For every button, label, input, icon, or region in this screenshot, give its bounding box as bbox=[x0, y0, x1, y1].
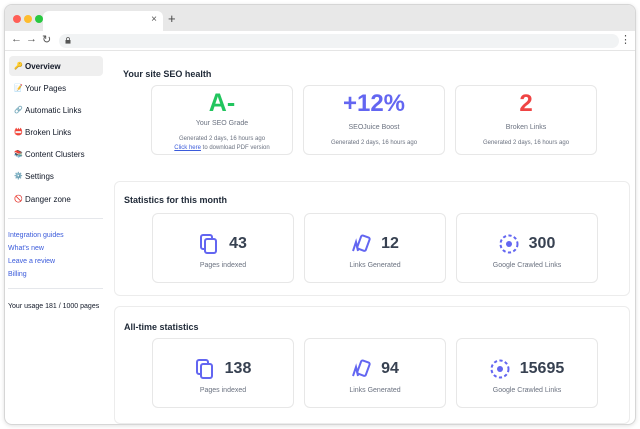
pages-indexed-value: 138 bbox=[224, 360, 252, 377]
tab-close-icon[interactable]: × bbox=[151, 14, 157, 25]
sidebar-item-your-pages[interactable]: 📝 Your Pages bbox=[9, 78, 103, 98]
new-tab-icon[interactable]: + bbox=[168, 11, 176, 26]
alltime-stats-section: All-time statistics 138 Pages indexed bbox=[114, 306, 630, 424]
crawled-links-value: 15695 bbox=[519, 360, 565, 377]
crawled-links-value: 300 bbox=[528, 235, 556, 252]
seo-health-section: Your site SEO health A- Your SEO Grade G… bbox=[114, 60, 630, 164]
browser-toolbar: ← → ↻ ⋮ bbox=[5, 31, 635, 51]
leave-review-link[interactable]: Leave a review bbox=[8, 258, 56, 265]
links-generated-label: Links Generated bbox=[349, 387, 401, 394]
sidebar-divider bbox=[8, 218, 103, 219]
sidebar-item-broken-links[interactable]: 📛 Broken Links bbox=[9, 122, 103, 142]
seo-grade-value: A- bbox=[208, 89, 236, 117]
pdf-download-line: Click here to download PDF version bbox=[152, 144, 292, 153]
sidebar-item-label: Overview bbox=[25, 61, 61, 71]
boost-label: SEOJuice Boost bbox=[348, 124, 400, 131]
browser-menu-icon[interactable]: ⋮ bbox=[620, 34, 631, 46]
memo-icon: 📝 bbox=[14, 85, 23, 92]
stat-card-crawl: 15695 Google Crawled Links bbox=[456, 338, 598, 408]
broken-links-label: Broken Links bbox=[505, 124, 547, 131]
broken-links-value: 2 bbox=[519, 90, 533, 117]
crawled-links-label: Google Crawled Links bbox=[492, 387, 562, 394]
gear-icon: ⚙️ bbox=[14, 173, 23, 180]
stat-card-pages: 43 Pages indexed bbox=[152, 213, 294, 283]
back-icon[interactable]: ← bbox=[11, 33, 22, 45]
sidebar-item-label: Settings bbox=[25, 171, 54, 181]
sidebar-item-label: Danger zone bbox=[25, 194, 71, 204]
sidebar-item-label: Content Clusters bbox=[25, 149, 85, 159]
tab-bar: × + bbox=[5, 5, 635, 31]
sidebar: 🔑 Overview 📝 Your Pages 🔗 Automatic Link… bbox=[5, 52, 105, 424]
pages-icon bbox=[200, 234, 218, 254]
boost-value: +12% bbox=[342, 90, 406, 117]
stat-card-links: 12 Links Generated bbox=[304, 213, 446, 283]
lock-icon bbox=[65, 37, 71, 44]
links-icon bbox=[352, 234, 371, 252]
seo-grade-card: A- Your SEO Grade Generated 2 days, 16 h… bbox=[151, 85, 293, 155]
sidebar-item-danger-zone[interactable]: 🚫 Danger zone bbox=[9, 189, 103, 209]
pages-indexed-label: Pages indexed bbox=[199, 262, 247, 269]
maximize-window-button[interactable] bbox=[35, 15, 43, 23]
links-generated-label: Links Generated bbox=[349, 262, 401, 269]
reload-icon[interactable]: ↻ bbox=[42, 34, 52, 46]
crawled-links-label: Google Crawled Links bbox=[492, 262, 562, 269]
key-icon: 🔑 bbox=[14, 63, 23, 70]
sidebar-item-label: Automatic Links bbox=[25, 105, 82, 115]
links-generated-value: 12 bbox=[381, 235, 399, 252]
broken-links-card: 2 Broken Links Generated 2 days, 16 hour… bbox=[455, 85, 597, 155]
generated-timestamp: Generated 2 days, 16 hours ago bbox=[178, 136, 266, 142]
links-icon bbox=[352, 359, 371, 377]
billing-link[interactable]: Billing bbox=[8, 271, 27, 278]
browser-tab[interactable]: × bbox=[43, 11, 163, 31]
link-icon: 🔗 bbox=[14, 107, 23, 114]
sidebar-divider bbox=[8, 288, 103, 289]
stat-card-links: 94 Links Generated bbox=[304, 338, 446, 408]
generated-timestamp: Generated 2 days, 16 hours ago bbox=[330, 140, 418, 146]
seo-grade-label: Your SEO Grade bbox=[195, 120, 249, 127]
minimize-window-button[interactable] bbox=[24, 15, 32, 23]
prohibited-icon: 🚫 bbox=[14, 196, 23, 203]
sidebar-item-overview[interactable]: 🔑 Overview bbox=[9, 56, 103, 76]
close-window-button[interactable] bbox=[13, 15, 21, 23]
address-bar[interactable] bbox=[59, 34, 619, 48]
sidebar-item-content-clusters[interactable]: 📚 Content Clusters bbox=[9, 144, 103, 164]
generated-timestamp: Generated 2 days, 16 hours ago bbox=[482, 140, 570, 146]
browser-window: × + ← → ↻ ⋮ 🔑 Overview 📝 Your Pages 🔗 Au… bbox=[4, 4, 636, 425]
pdf-download-text: to download PDF version bbox=[200, 145, 270, 151]
pages-indexed-value: 43 bbox=[229, 235, 247, 252]
books-icon: 📚 bbox=[14, 151, 23, 158]
links-generated-value: 94 bbox=[381, 360, 399, 377]
sidebar-item-label: Your Pages bbox=[25, 83, 67, 93]
seojuice-boost-card: +12% SEOJuice Boost Generated 2 days, 16… bbox=[303, 85, 445, 155]
forward-icon[interactable]: → bbox=[26, 33, 37, 45]
stat-card-crawl: 300 Google Crawled Links bbox=[456, 213, 598, 283]
month-stats-section: Statistics for this month 43 Pages index… bbox=[114, 181, 630, 296]
sidebar-item-settings[interactable]: ⚙️ Settings bbox=[9, 166, 103, 186]
badge-icon: 📛 bbox=[14, 129, 23, 136]
sidebar-item-automatic-links[interactable]: 🔗 Automatic Links bbox=[9, 100, 103, 120]
whats-new-link[interactable]: What's new bbox=[8, 245, 44, 252]
usage-text: Your usage 181 / 1000 pages bbox=[8, 303, 100, 310]
pages-indexed-label: Pages indexed bbox=[199, 387, 247, 394]
integration-guides-link[interactable]: Integration guides bbox=[8, 232, 64, 239]
crawl-icon bbox=[490, 359, 510, 379]
section-title: All-time statistics bbox=[124, 322, 199, 332]
sidebar-item-label: Broken Links bbox=[25, 127, 72, 137]
crawl-icon bbox=[499, 234, 519, 254]
section-title: Statistics for this month bbox=[124, 195, 228, 205]
main-content: Your site SEO health A- Your SEO Grade G… bbox=[114, 52, 634, 424]
section-title: Your site SEO health bbox=[123, 69, 212, 79]
pdf-download-link[interactable]: Click here bbox=[174, 145, 201, 151]
pages-icon bbox=[195, 359, 213, 379]
stat-card-pages: 138 Pages indexed bbox=[152, 338, 294, 408]
